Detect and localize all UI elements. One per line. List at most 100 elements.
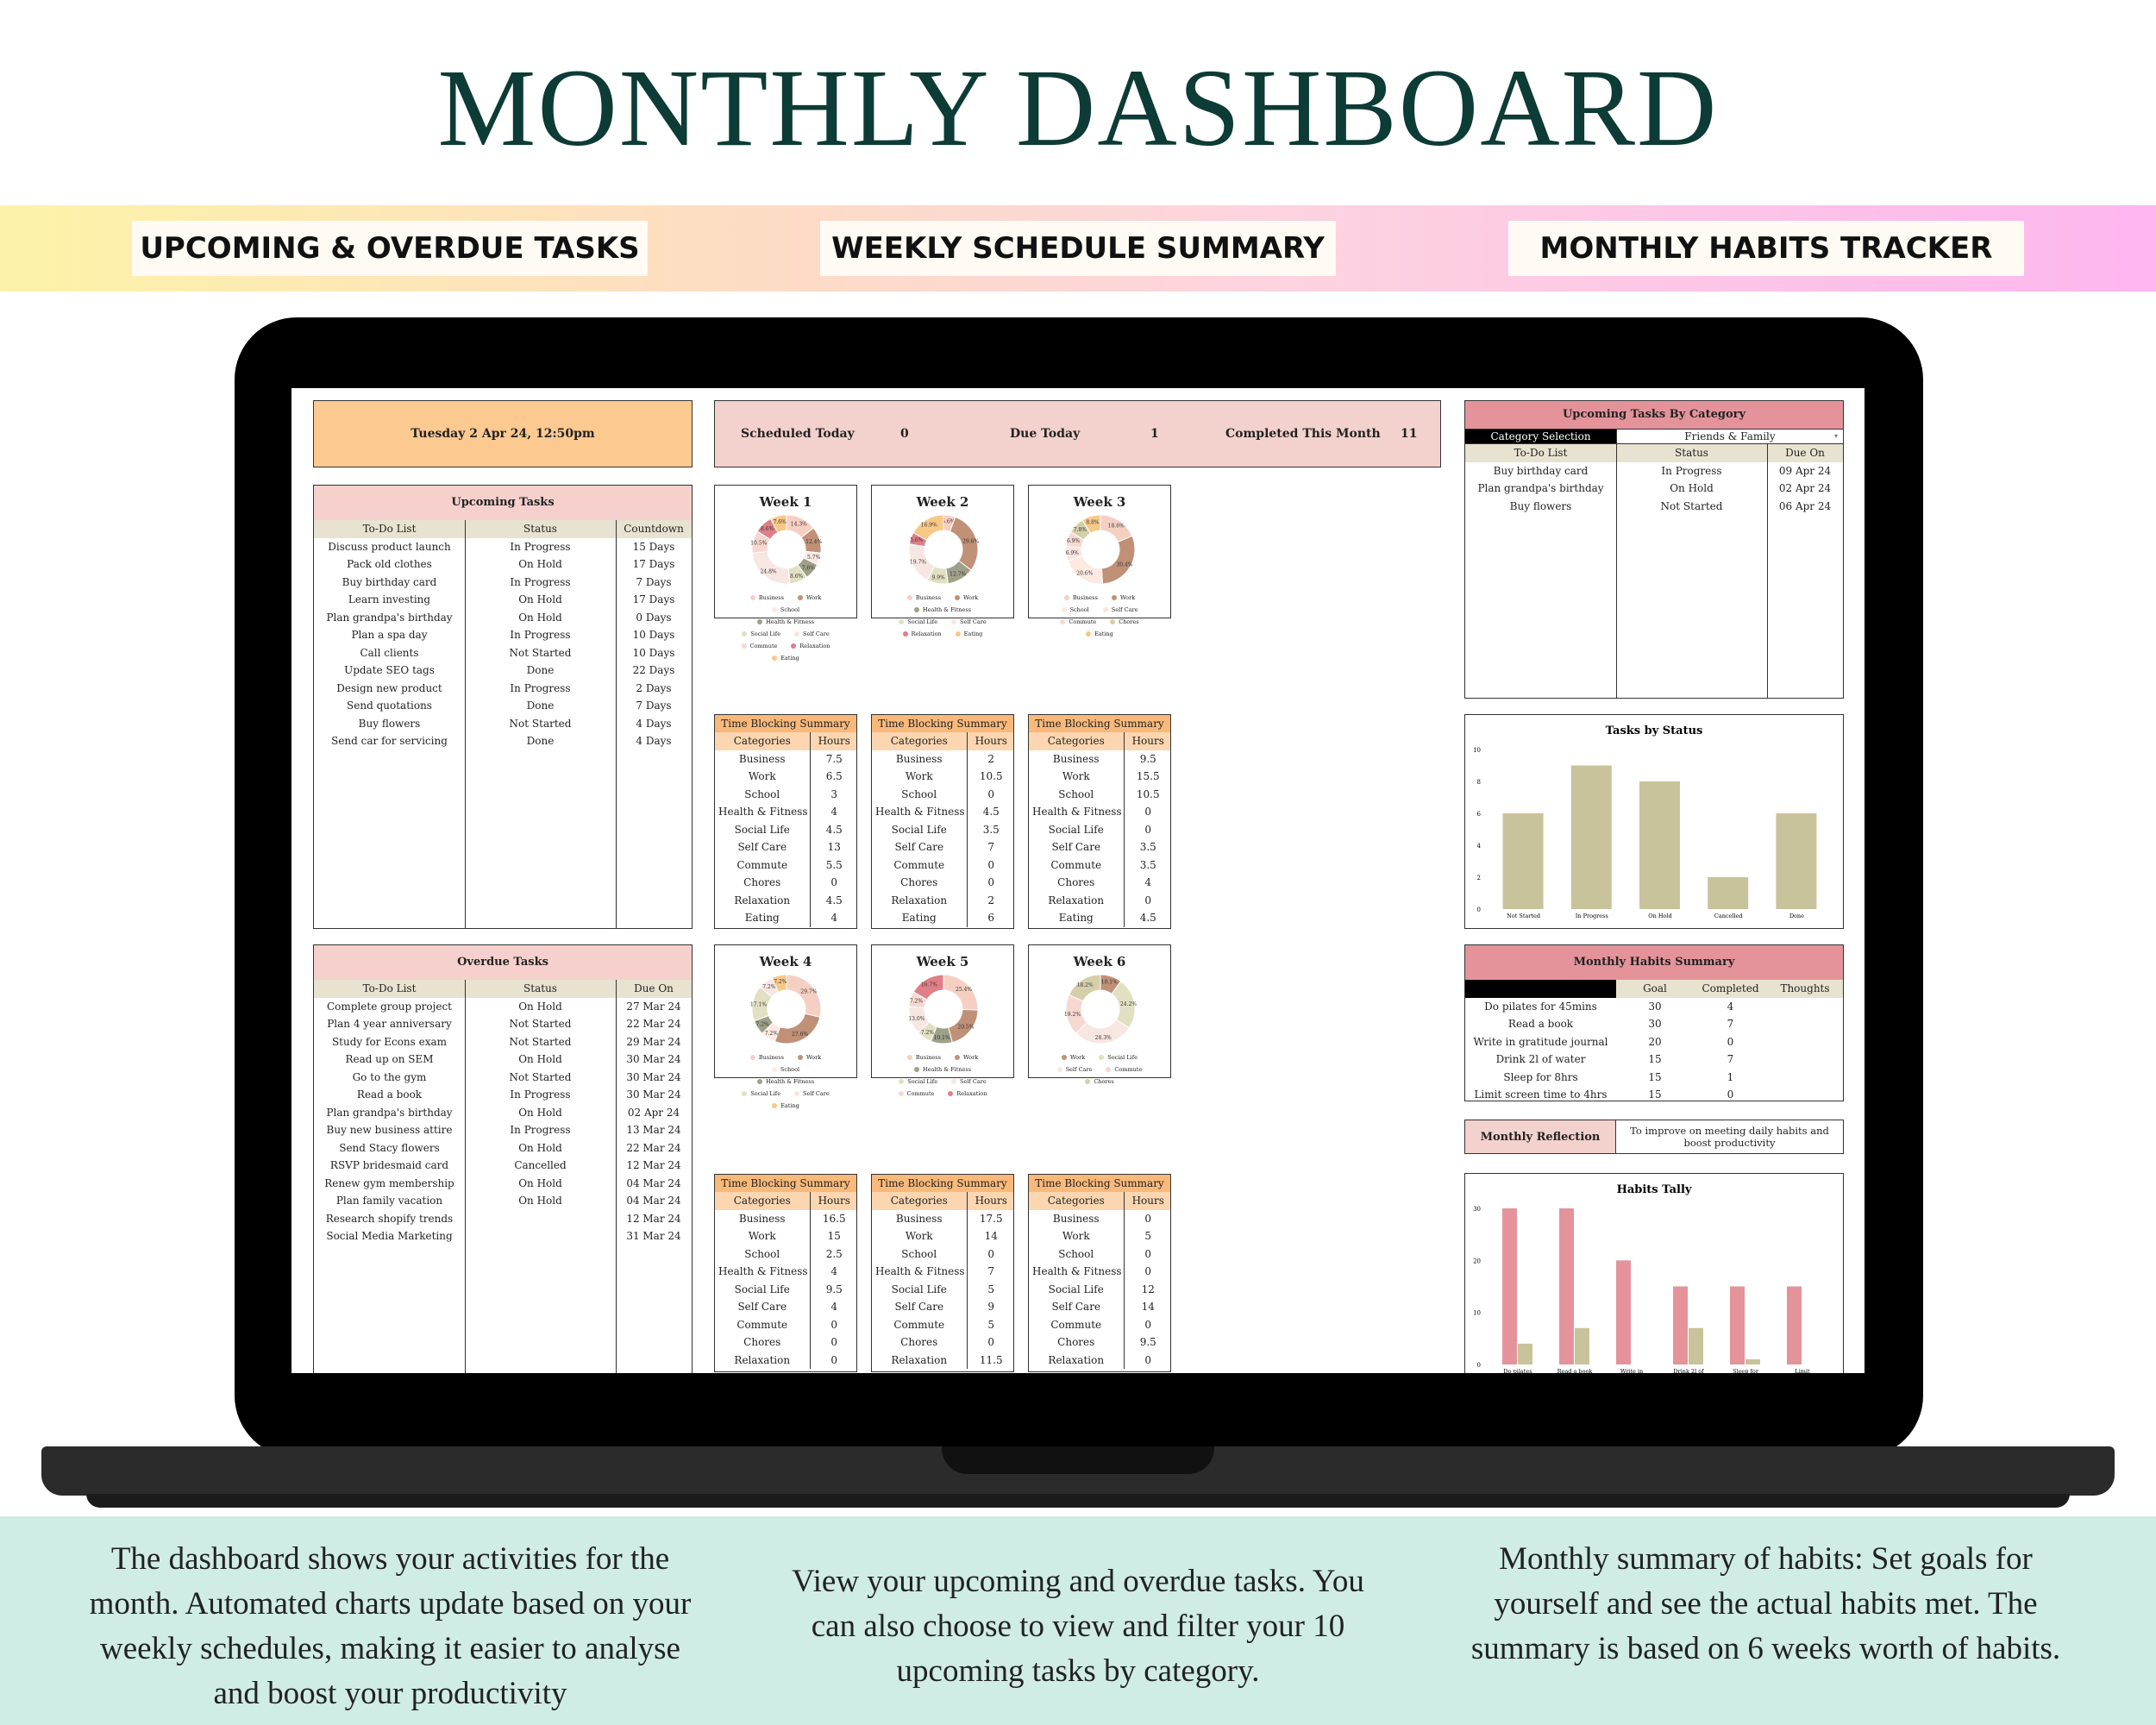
table-row[interactable]: Plan grandpa's birthday On Hold 02 Apr 24 [1465,480,1843,498]
header-habit [1465,980,1616,998]
table-row[interactable]: Chores 0 [715,874,856,892]
table-row[interactable]: Social Life 9.5 [715,1280,856,1298]
table-row[interactable]: Business 17.5 [872,1209,1013,1227]
table-row[interactable]: Relaxation 0 [1029,891,1170,909]
table-row[interactable]: Business 9.5 [1029,750,1170,768]
table-row[interactable]: School 0 [1029,1245,1170,1263]
table-row[interactable]: Chores 0 [715,1333,856,1352]
table-row[interactable]: Commute 0 [715,1315,856,1333]
table-row[interactable]: Call clients Not Started 10 Days [314,644,692,662]
table-row[interactable]: Work 15.5 [1029,768,1170,786]
table-row[interactable]: Social Life 0 [1029,820,1170,838]
table-row[interactable]: Plan grandpa's birthday On Hold 02 Apr 24 [314,1104,692,1122]
table-row[interactable]: Self Care 14 [1029,1298,1170,1316]
table-row[interactable]: Commute 5 [872,1315,1013,1333]
table-row[interactable]: RSVP bridesmaid card Cancelled 12 Mar 24 [314,1157,692,1175]
table-row[interactable]: Self Care 9 [872,1298,1013,1316]
table-row[interactable]: Buy flowers Not Started 06 Apr 24 [1465,498,1843,516]
table-row[interactable]: Social Life 4.5 [715,820,856,838]
table-row[interactable]: Chores 0 [872,874,1013,892]
table-row[interactable]: Health & Fitness 4 [715,1263,856,1281]
table-row[interactable]: Renew gym membership On Hold 04 Mar 24 [314,1175,692,1193]
table-row[interactable]: Relaxation 0 [715,1351,856,1369]
category-selection-dropdown[interactable]: Friends & Family ▾ [1616,430,1843,443]
table-row[interactable]: Self Care 4 [715,1298,856,1316]
table-row[interactable]: Read a book In Progress 30 Mar 24 [314,1086,692,1104]
table-row[interactable]: Health & Fitness 0 [1029,1263,1170,1281]
table-row[interactable]: Social Life 12 [1029,1280,1170,1298]
table-row[interactable]: Relaxation 11.5 [872,1351,1013,1369]
table-row[interactable]: Go to the gym Not Started 30 Mar 24 [314,1069,692,1087]
table-row[interactable]: Commute 3.5 [1029,856,1170,874]
table-row[interactable]: Plan 4 year anniversary Not Started 22 Mar… [314,1015,692,1033]
table-row[interactable]: School 3 [715,785,856,803]
table-row[interactable]: Plan family vacation On Hold 04 Mar 24 [314,1192,692,1210]
table-row[interactable]: Relaxation 2 [872,891,1013,909]
upcoming-cell: 0 Days [636,611,672,624]
table-row[interactable]: Relaxation 4.5 [715,891,856,909]
table-row[interactable]: Send car for servicing Done 4 Days [314,732,692,750]
table-row[interactable]: Self Care 7 [872,838,1013,856]
table-row[interactable]: School 10.5 [1029,785,1170,803]
table-row[interactable]: Social Life 3.5 [872,820,1013,838]
table-row[interactable]: Self Care 13 [715,838,856,856]
table-row[interactable]: Business 7.5 [715,750,856,768]
table-row[interactable]: Business 2 [872,750,1013,768]
donut-slice-label: 6.9% [1066,550,1080,556]
table-row[interactable]: Chores 4 [1029,874,1170,892]
table-row[interactable]: School 0 [872,785,1013,803]
table-row[interactable]: Buy flowers Not Started 4 Days [314,715,692,733]
table-row[interactable]: Buy new business attire In Progress 13 Mar… [314,1121,692,1139]
table-row[interactable]: Work 10.5 [872,768,1013,786]
table-row[interactable]: Research shopify trends 12 Mar 24 [314,1210,692,1228]
table-row[interactable]: Read a book 30 7 [1465,1015,1843,1033]
table-row[interactable]: Social Life 5 [872,1280,1013,1298]
table-row[interactable]: Work 15 [715,1227,856,1245]
table-row[interactable]: Relaxation 0 [1029,1351,1170,1369]
table-row[interactable]: Study for Econs exam Not Started 29 Mar 24 [314,1033,692,1051]
table-row[interactable]: Self Care 3.5 [1029,838,1170,856]
hours-cell: 0 [1144,1353,1152,1366]
table-row[interactable]: Chores 9.5 [1029,1333,1170,1352]
table-row[interactable]: Commute 5.5 [715,856,856,874]
table-row[interactable]: Eating 4 [715,909,856,927]
table-row[interactable]: Work 5 [1029,1227,1170,1245]
monthly-reflection-text[interactable]: To improve on meeting daily habits and b… [1630,1125,1829,1149]
table-row[interactable]: Business 16.5 [715,1209,856,1227]
table-row[interactable]: Eating 4.5 [1029,909,1170,927]
table-row[interactable]: Send Stacy flowers On Hold 22 Mar 24 [314,1139,692,1157]
table-row[interactable]: Health & Fitness 4 [715,803,856,821]
table-row[interactable]: Work 6.5 [715,768,856,786]
table-row[interactable]: Commute 0 [1029,1315,1170,1333]
table-row[interactable]: Complete group project On Hold 27 Mar 24 [314,998,692,1016]
table-row[interactable]: Do pilates for 45mins 30 4 [1465,998,1843,1016]
table-row[interactable]: Plan grandpa's birthday On Hold 0 Days [314,609,692,627]
table-row[interactable]: School 2.5 [715,1245,856,1263]
table-row[interactable]: Limit screen time to 4hrs 15 0 [1465,1086,1843,1104]
completed-month-label: Completed This Month [1225,427,1381,441]
table-row[interactable]: Write in gratitude journal 20 0 [1465,1033,1843,1051]
table-row[interactable]: School 0 [872,1245,1013,1263]
table-row[interactable]: Read up on SEM On Hold 30 Mar 24 [314,1051,692,1069]
table-row[interactable]: Plan a spa day In Progress 10 Days [314,626,692,644]
table-row[interactable]: Business 0 [1029,1209,1170,1227]
table-row[interactable]: Drink 2l of water 15 7 [1465,1051,1843,1069]
table-row[interactable]: Discuss product launch In Progress 15 Days [314,538,692,556]
table-row[interactable]: Send quotations Done 7 Days [314,697,692,715]
table-row[interactable]: Buy birthday card In Progress 09 Apr 24 [1465,462,1843,480]
table-row[interactable]: Health & Fitness 0 [1029,803,1170,821]
table-row[interactable]: Design new product In Progress 2 Days [314,680,692,698]
table-row[interactable]: Sleep for 8hrs 15 1 [1465,1069,1843,1087]
table-row[interactable]: Chores 0 [872,1333,1013,1352]
table-row[interactable]: Learn investing On Hold 17 Days [314,591,692,609]
table-row[interactable]: Health & Fitness 7 [872,1263,1013,1281]
chevron-down-icon[interactable]: ▾ [1833,432,1838,440]
table-row[interactable]: Buy birthday card In Progress 7 Days [314,574,692,592]
table-row[interactable]: Work 14 [872,1227,1013,1245]
table-row[interactable]: Social Media Marketing 31 Mar 24 [314,1227,692,1245]
table-row[interactable]: Pack old clothes On Hold 17 Days [314,555,692,574]
table-row[interactable]: Eating 6 [872,909,1013,927]
table-row[interactable]: Health & Fitness 4.5 [872,803,1013,821]
table-row[interactable]: Commute 0 [872,856,1013,874]
table-row[interactable]: Update SEO tags Done 22 Days [314,662,692,680]
